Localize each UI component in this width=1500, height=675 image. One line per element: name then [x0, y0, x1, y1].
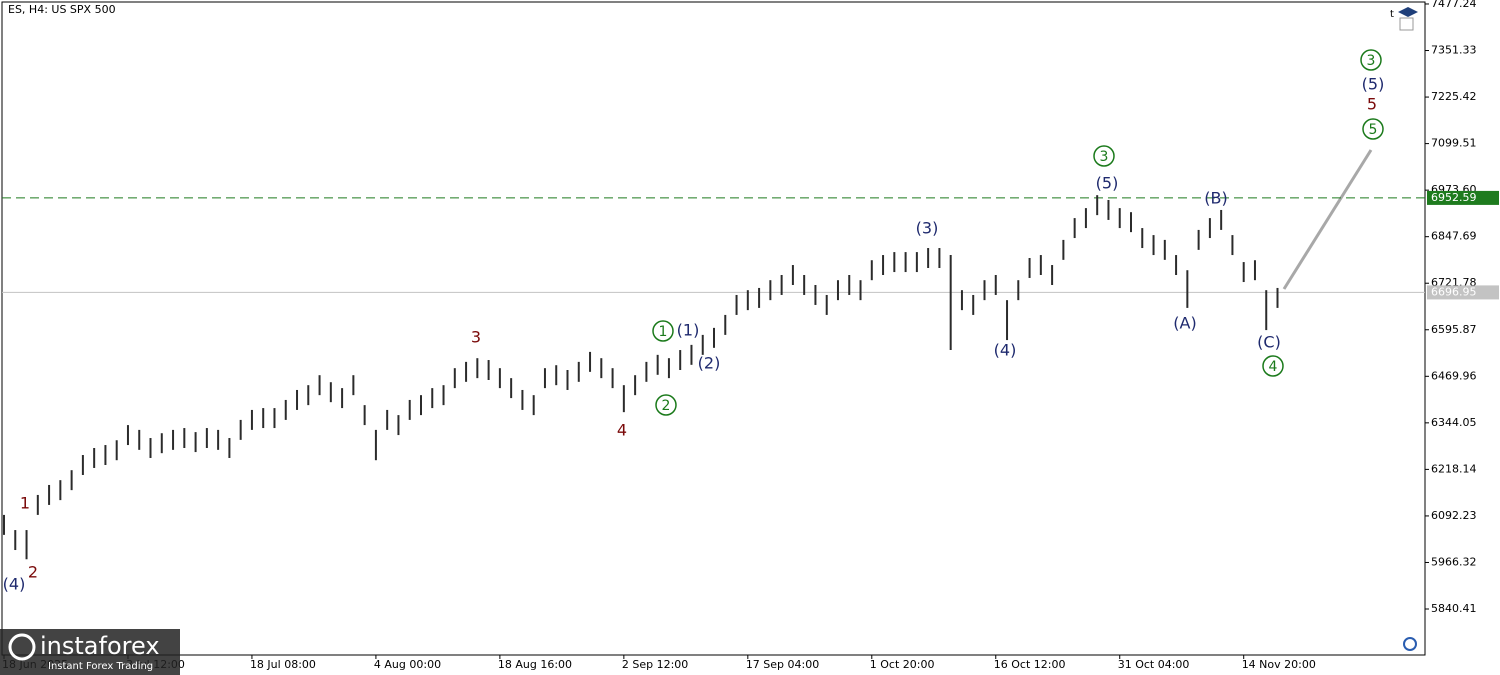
wave-label: 3: [1367, 53, 1376, 69]
wave-label: 1: [659, 324, 668, 340]
x-tick-label: 4 Aug 00:00: [374, 658, 441, 671]
x-tick-label: 2 Sep 12:00: [622, 658, 688, 671]
watermark-icon: [8, 633, 36, 661]
wave-label: (5): [1096, 174, 1119, 193]
wave-label: (4): [3, 575, 26, 594]
wave-circle: [1362, 118, 1384, 140]
wave-label: (4): [994, 341, 1017, 360]
svg-text:t: t: [1390, 9, 1394, 20]
wave-label: (1): [677, 321, 700, 340]
y-tick-label: 7477.24: [1431, 0, 1477, 10]
wave-label: (5): [1362, 75, 1385, 94]
y-tick-label: 6847.69: [1431, 230, 1477, 243]
wave-label: 4: [617, 421, 627, 440]
watermark-tagline: Instant Forex Trading: [48, 661, 153, 672]
wave-circle: [652, 320, 674, 342]
y-tick-label: 7351.33: [1431, 44, 1477, 57]
wave-label: (A): [1173, 314, 1196, 333]
wave-label: 4: [1269, 359, 1278, 375]
x-tick-label: 31 Oct 04:00: [1118, 658, 1190, 671]
wave-label: (B): [1204, 189, 1227, 208]
price-level-box: [1427, 285, 1499, 300]
wave-circle: [1093, 145, 1115, 167]
price-level-box: [1427, 190, 1499, 205]
wave-label: 2: [662, 398, 671, 414]
y-tick-label: 6595.87: [1431, 323, 1477, 336]
wave-circle: [1360, 49, 1382, 71]
wave-label: (3): [916, 219, 939, 238]
price-level-label: 6952.59: [1431, 191, 1477, 204]
auto-scroll-button[interactable]: [1403, 637, 1417, 651]
y-tick-label: 6218.14: [1431, 462, 1477, 475]
x-tick-label: 1 Oct 20:00: [870, 658, 935, 671]
price-level-label: 6696.95: [1431, 285, 1477, 298]
wave-label: 2: [28, 563, 38, 582]
wave-label: (2): [698, 354, 721, 373]
x-tick-label: 17 Sep 04:00: [746, 658, 819, 671]
y-tick-label: 5966.32: [1431, 555, 1477, 568]
y-tick-label: 7099.51: [1431, 137, 1477, 150]
x-tick-label: 16 Oct 12:00: [994, 658, 1066, 671]
wave-label: 1: [20, 494, 30, 513]
wave-label: (C): [1257, 333, 1281, 352]
wave-label: 5: [1367, 95, 1377, 114]
wave-label: 3: [471, 328, 481, 347]
x-tick-label: 18 Jul 08:00: [250, 658, 316, 671]
y-tick-label: 6469.96: [1431, 369, 1477, 382]
wave-label: 5: [1369, 122, 1378, 138]
y-tick-label: 6344.05: [1431, 416, 1477, 429]
toolbar-icon: t: [1390, 7, 1418, 31]
y-tick-label: 5840.41: [1431, 602, 1477, 615]
chart-title: ES, H4: US SPX 500: [8, 3, 116, 16]
x-tick-label: 18 Aug 16:00: [498, 658, 572, 671]
projection-arrow: [1282, 149, 1373, 290]
wave-circle: [1262, 355, 1284, 377]
wave-label: 3: [1100, 149, 1109, 165]
y-tick-label: 6092.23: [1431, 509, 1477, 522]
watermark-name: instaforex: [40, 632, 160, 660]
wave-circle: [655, 394, 677, 416]
y-tick-label: 7225.42: [1431, 90, 1477, 103]
plot-frame: [1, 1, 1426, 656]
x-tick-label: 14 Nov 20:00: [1242, 658, 1316, 671]
